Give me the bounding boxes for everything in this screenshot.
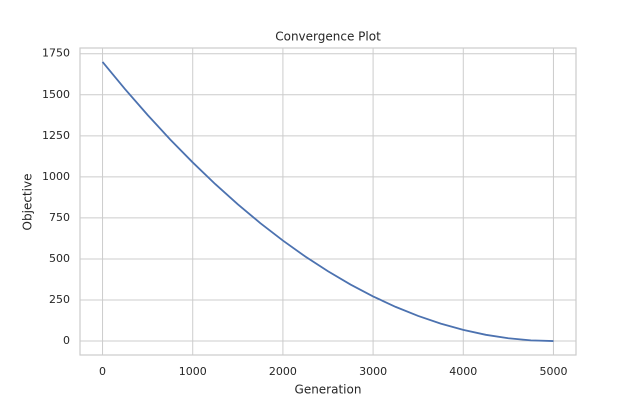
plot-frame xyxy=(79,47,577,356)
y-tick-label: 750 xyxy=(49,211,70,224)
y-tick-label: 0 xyxy=(63,334,70,347)
y-tick-label: 1000 xyxy=(42,170,70,183)
x-tick-label: 5000 xyxy=(539,365,567,378)
x-tick-label: 0 xyxy=(99,365,106,378)
x-tick-label: 1000 xyxy=(179,365,207,378)
x-axis-label: Generation xyxy=(295,383,362,397)
y-tick-label: 250 xyxy=(49,293,70,306)
y-axis-label: Objective xyxy=(21,174,35,231)
y-tick-label: 1250 xyxy=(42,129,70,142)
y-tick-label: 500 xyxy=(49,252,70,265)
y-tick-label: 1750 xyxy=(42,47,70,60)
x-tick-label: 2000 xyxy=(269,365,297,378)
y-tick-label: 1500 xyxy=(42,88,70,101)
x-tick-label: 4000 xyxy=(449,365,477,378)
chart-title: Convergence Plot xyxy=(275,30,381,44)
line xyxy=(101,61,554,342)
x-tick-label: 3000 xyxy=(359,365,387,378)
